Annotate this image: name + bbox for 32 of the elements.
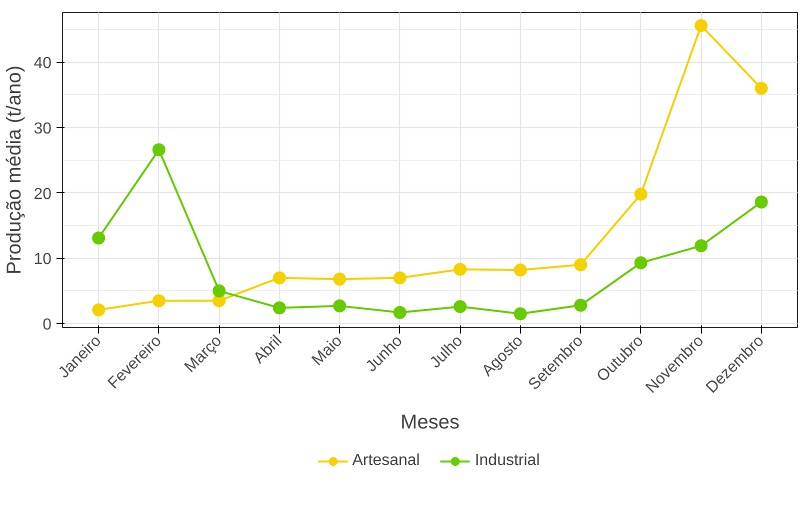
- point: [152, 143, 166, 156]
- point: [514, 264, 527, 276]
- point: [152, 294, 166, 308]
- point: [333, 272, 346, 286]
- point: [574, 298, 588, 312]
- point: [574, 258, 588, 272]
- point: [454, 300, 467, 314]
- point: [634, 256, 648, 270]
- y-tick-label: 20: [34, 186, 52, 203]
- y-axis-title: Produção média (t/ano): [4, 65, 26, 274]
- legend-label: Industrial: [474, 452, 540, 470]
- point: [694, 19, 708, 32]
- x-axis-title: Meses: [400, 412, 460, 434]
- point: [393, 306, 406, 319]
- point: [393, 271, 406, 284]
- point: [694, 239, 708, 252]
- point: [333, 299, 346, 312]
- point: [454, 262, 467, 276]
- y-tick-label: 10: [34, 251, 52, 268]
- y-tick-label: 0: [42, 316, 52, 334]
- point: [514, 307, 527, 320]
- point: [92, 303, 106, 316]
- y-tick-label: 30: [34, 120, 52, 138]
- y-tick-label: 40: [34, 55, 52, 72]
- legend-label: Artesanal: [352, 452, 420, 470]
- point: [754, 82, 768, 95]
- point: [212, 284, 226, 298]
- point: [92, 231, 106, 244]
- point: [634, 188, 648, 201]
- point: [272, 301, 286, 314]
- point: [754, 196, 768, 209]
- point: [272, 271, 286, 284]
